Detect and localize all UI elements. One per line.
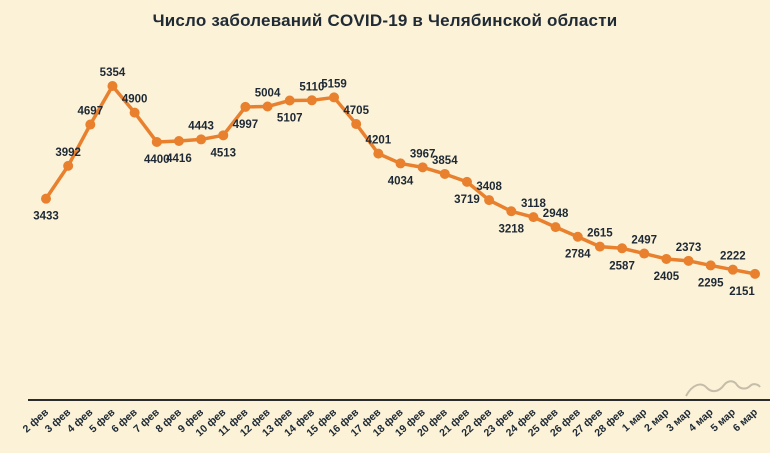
data-point bbox=[306, 95, 317, 106]
x-axis-label: 4 мар bbox=[686, 406, 715, 434]
data-point bbox=[550, 222, 561, 233]
data-point bbox=[484, 195, 495, 206]
data-point-label: 4416 bbox=[166, 153, 192, 165]
x-axis-label: 1 мар bbox=[620, 406, 649, 434]
data-point bbox=[85, 119, 96, 130]
data-point bbox=[351, 119, 362, 130]
data-point bbox=[417, 162, 428, 173]
data-point-label: 3408 bbox=[476, 181, 502, 193]
x-axis-label: 5 мар bbox=[709, 406, 738, 434]
data-point bbox=[461, 176, 472, 187]
data-point-label: 4697 bbox=[78, 106, 104, 118]
data-point-label: 5159 bbox=[321, 78, 347, 90]
data-point-label: 3967 bbox=[410, 148, 436, 160]
data-point-label: 5004 bbox=[255, 88, 281, 100]
data-point-label: 3218 bbox=[498, 223, 524, 235]
data-point-label: 4034 bbox=[388, 175, 414, 187]
data-point-label: 4400 bbox=[144, 154, 170, 166]
data-point bbox=[572, 231, 583, 242]
data-point bbox=[129, 107, 140, 118]
data-point bbox=[240, 101, 251, 112]
x-axis-label: 2 мар bbox=[642, 406, 671, 434]
data-point bbox=[107, 81, 118, 91]
data-point-label: 2405 bbox=[654, 271, 680, 283]
data-point bbox=[683, 255, 694, 266]
data-point bbox=[373, 148, 384, 159]
data-point-label: 2222 bbox=[720, 251, 746, 263]
data-point bbox=[705, 260, 716, 271]
data-point-label: 3433 bbox=[33, 211, 59, 223]
x-axis-label: 3 мар bbox=[664, 406, 693, 434]
data-point bbox=[639, 248, 650, 259]
data-point-label: 2151 bbox=[729, 286, 755, 298]
data-point bbox=[439, 168, 450, 179]
data-point-label: 4705 bbox=[343, 105, 369, 117]
data-point-label: 4443 bbox=[188, 120, 214, 132]
data-point-label: 5110 bbox=[299, 81, 324, 93]
data-point-label: 5354 bbox=[100, 67, 126, 79]
data-point bbox=[727, 264, 738, 275]
data-point bbox=[173, 136, 184, 147]
data-point-label: 2373 bbox=[676, 242, 702, 254]
data-point bbox=[41, 193, 51, 204]
data-point bbox=[63, 160, 74, 171]
data-point bbox=[661, 253, 672, 264]
data-point-label: 2587 bbox=[609, 260, 635, 272]
data-point bbox=[395, 158, 406, 169]
data-point bbox=[218, 130, 229, 141]
data-point-label: 3992 bbox=[55, 147, 81, 159]
chart-title: Число заболеваний COVID-19 в Челябинской… bbox=[152, 11, 618, 30]
data-point-label: 2948 bbox=[543, 208, 569, 220]
data-point bbox=[284, 95, 295, 106]
data-point-label: 2784 bbox=[565, 249, 591, 261]
data-point bbox=[617, 243, 628, 254]
data-point-label: 3854 bbox=[432, 155, 458, 167]
data-point-label: 5107 bbox=[277, 112, 303, 124]
data-point-label: 2615 bbox=[587, 228, 613, 240]
data-point-label: 2295 bbox=[698, 277, 724, 289]
data-point bbox=[506, 206, 517, 217]
watermark-logo bbox=[685, 380, 761, 397]
data-point bbox=[594, 241, 605, 252]
data-point-label: 4997 bbox=[233, 119, 259, 131]
data-point bbox=[750, 268, 760, 279]
data-point-label: 4900 bbox=[122, 94, 148, 106]
x-axis-label: 6 мар bbox=[731, 406, 760, 434]
data-point-label: 4513 bbox=[210, 147, 236, 159]
data-point-label: 3719 bbox=[454, 194, 480, 206]
data-point bbox=[528, 212, 539, 223]
data-point-label: 4201 bbox=[366, 135, 392, 147]
data-point bbox=[196, 134, 207, 145]
data-point-label: 2497 bbox=[631, 235, 657, 247]
data-point bbox=[151, 136, 162, 147]
data-point bbox=[329, 92, 340, 103]
data-point bbox=[262, 101, 273, 112]
data-point-label: 3118 bbox=[521, 198, 547, 210]
